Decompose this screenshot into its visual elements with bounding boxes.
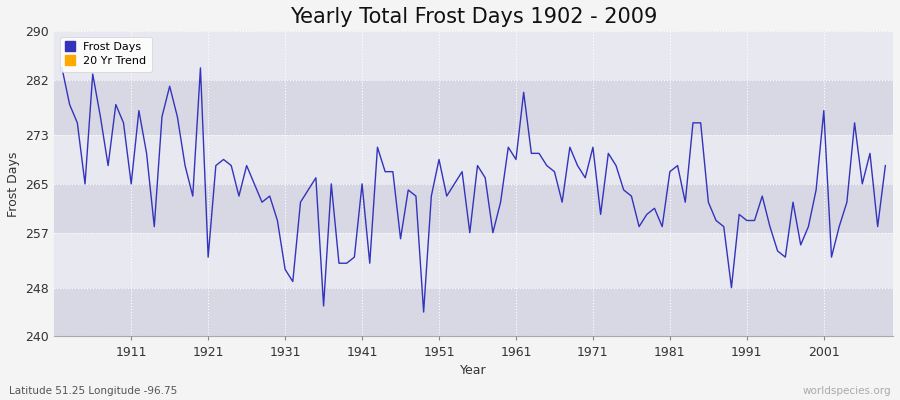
Bar bbox=[54, 288, 893, 336]
Legend: Frost Days, 20 Yr Trend: Frost Days, 20 Yr Trend bbox=[59, 37, 152, 72]
X-axis label: Year: Year bbox=[460, 364, 487, 377]
Bar bbox=[54, 233, 893, 288]
Text: Latitude 51.25 Longitude -96.75: Latitude 51.25 Longitude -96.75 bbox=[9, 386, 177, 396]
Text: worldspecies.org: worldspecies.org bbox=[803, 386, 891, 396]
Title: Yearly Total Frost Days 1902 - 2009: Yearly Total Frost Days 1902 - 2009 bbox=[290, 7, 657, 27]
Bar bbox=[54, 31, 893, 80]
Bar bbox=[54, 184, 893, 233]
Bar bbox=[54, 135, 893, 184]
Bar bbox=[54, 80, 893, 135]
Y-axis label: Frost Days: Frost Days bbox=[7, 151, 20, 216]
